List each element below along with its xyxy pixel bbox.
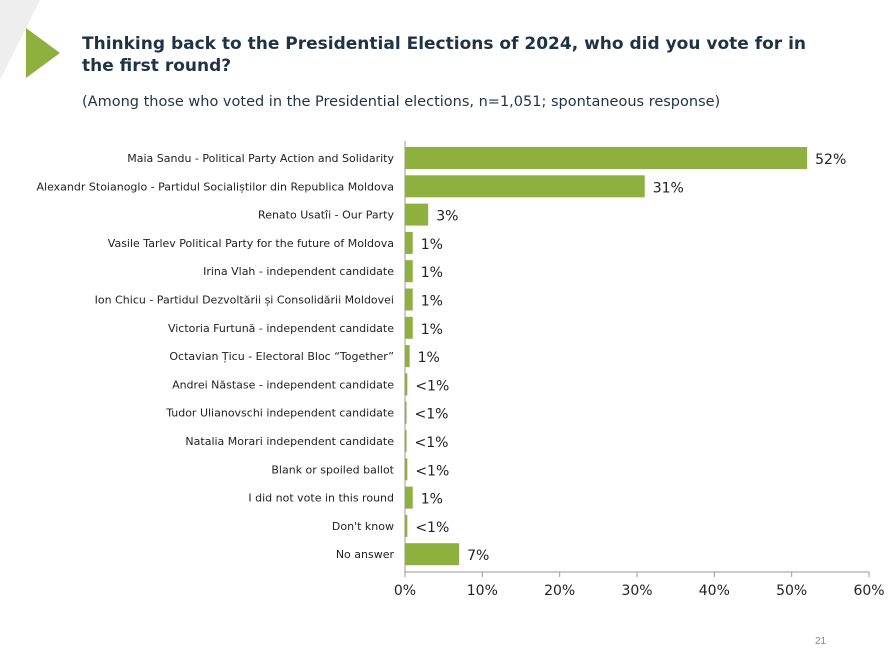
x-tick-label: 40% [699, 583, 730, 599]
category-label: Vasile Tarlev Political Party for the fu… [108, 237, 394, 250]
bar [405, 316, 413, 339]
data-label: 1% [421, 294, 443, 310]
category-label: Maia Sandu - Political Party Action and … [127, 152, 394, 165]
bar [405, 543, 460, 566]
data-label: 1% [421, 265, 443, 281]
bar [405, 345, 410, 368]
corner-decoration [0, 0, 40, 80]
bar [405, 430, 407, 452]
data-label: 31% [653, 180, 684, 196]
bar [405, 147, 808, 169]
data-label: <1% [415, 378, 449, 394]
category-label: Irina Vlah - independent candidate [203, 265, 394, 278]
bar [405, 373, 408, 396]
bar [405, 231, 413, 254]
bar [405, 514, 408, 537]
category-label: Blank or spoiled ballot [271, 463, 394, 476]
bar [405, 401, 407, 424]
x-tick-label: 0% [394, 583, 416, 599]
bar [405, 175, 645, 198]
category-label: Ion Chicu - Partidul Dezvoltării și Cons… [95, 294, 394, 307]
bar-chart: Maia Sandu - Political Party Action and … [37, 141, 885, 599]
data-label: <1% [415, 463, 449, 479]
category-label: Renato Usatîi - Our Party [258, 209, 394, 222]
x-tick-label: 50% [776, 583, 807, 599]
bar [405, 458, 408, 481]
category-label: Octavian Țicu - Electoral Bloc “Together… [169, 350, 394, 363]
category-label: Natalia Morari independent candidate [185, 435, 394, 448]
data-label: 7% [467, 548, 489, 564]
x-tick-label: 30% [621, 583, 652, 599]
bar [405, 486, 413, 509]
data-label: 1% [421, 322, 443, 338]
category-label: No answer [336, 548, 395, 561]
bar [405, 288, 413, 311]
page-number: 21 [815, 636, 827, 647]
data-label: 3% [436, 209, 458, 225]
category-label: Alexandr Stoianoglo - Partidul Socialișt… [37, 180, 394, 193]
data-label: <1% [415, 435, 449, 451]
page-subtitle: (Among those who voted in the Presidenti… [82, 94, 721, 110]
x-tick-label: 10% [467, 583, 498, 599]
category-label: Victoria Furtună - independent candidate [168, 322, 394, 335]
bar [405, 260, 413, 283]
play-arrow-icon [26, 28, 60, 78]
category-label: Don't know [332, 520, 394, 533]
data-label: <1% [415, 407, 449, 423]
data-label: 1% [421, 492, 443, 508]
x-tick-label: 60% [853, 583, 884, 599]
category-label: Tudor Ulianovschi independent candidate [165, 407, 394, 420]
page-title: Thinking back to the Presidential Electi… [82, 34, 807, 76]
data-label: <1% [415, 520, 449, 536]
data-label: 52% [815, 152, 846, 168]
category-label: I did not vote in this round [248, 492, 394, 505]
data-label: 1% [421, 237, 443, 253]
bar [405, 203, 429, 226]
category-label: Andrei Năstase - independent candidate [172, 378, 394, 391]
x-tick-label: 20% [544, 583, 575, 599]
data-label: 1% [418, 350, 440, 366]
